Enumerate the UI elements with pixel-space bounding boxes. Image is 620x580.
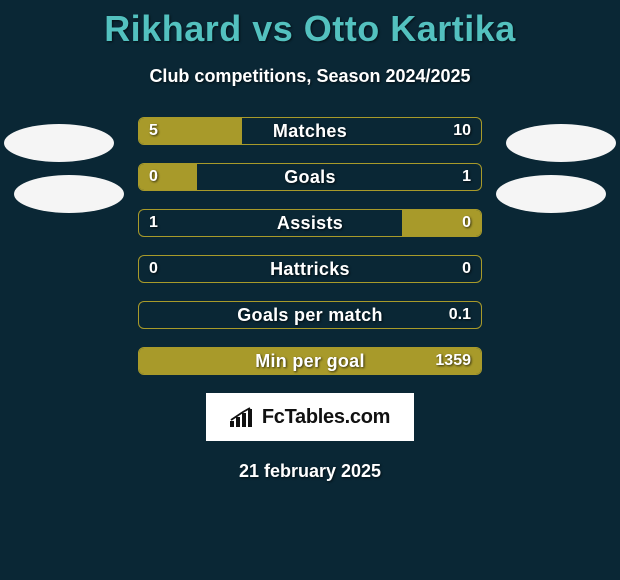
comparison-chart: 510Matches 01Goals 10Assists 0 0Hattricks 0.1… <box>0 117 620 375</box>
stat-right-value: 0 <box>462 256 471 282</box>
stat-row: 1359Min per goal <box>138 347 482 375</box>
stat-row: 0 0Hattricks <box>138 255 482 283</box>
stat-row: 510Matches <box>138 117 482 145</box>
bar-fill-left <box>139 164 197 190</box>
stat-label: Hattricks <box>139 256 481 282</box>
stat-left-value: 0 <box>149 256 158 282</box>
logo-text: FcTables.com <box>262 406 390 429</box>
bars-icon <box>230 407 256 427</box>
logo-box: FcTables.com <box>206 393 414 441</box>
subtitle: Club competitions, Season 2024/2025 <box>0 66 620 87</box>
player-right-avatar-1 <box>506 124 616 162</box>
bar-fill-right <box>402 210 481 236</box>
stat-row: 0.1Goals per match <box>138 301 482 329</box>
date-label: 21 february 2025 <box>0 461 620 482</box>
bars-container: 510Matches 01Goals 10Assists 0 0Hattricks 0.1… <box>138 117 482 375</box>
stat-row: 01Goals <box>138 163 482 191</box>
stat-label: Goals per match <box>139 302 481 328</box>
bar-fill-left <box>139 118 242 144</box>
stat-right-value: 0.1 <box>449 302 471 328</box>
stat-left-value: 1 <box>149 210 158 236</box>
player-right-avatar-2 <box>496 175 606 213</box>
stat-right-value: 10 <box>453 118 471 144</box>
player-left-avatar-1 <box>4 124 114 162</box>
page-title: Rikhard vs Otto Kartika <box>0 0 620 50</box>
player-left-avatar-2 <box>14 175 124 213</box>
bar-fill-left <box>139 348 481 374</box>
stat-right-value: 1 <box>462 164 471 190</box>
stat-row: 10Assists <box>138 209 482 237</box>
